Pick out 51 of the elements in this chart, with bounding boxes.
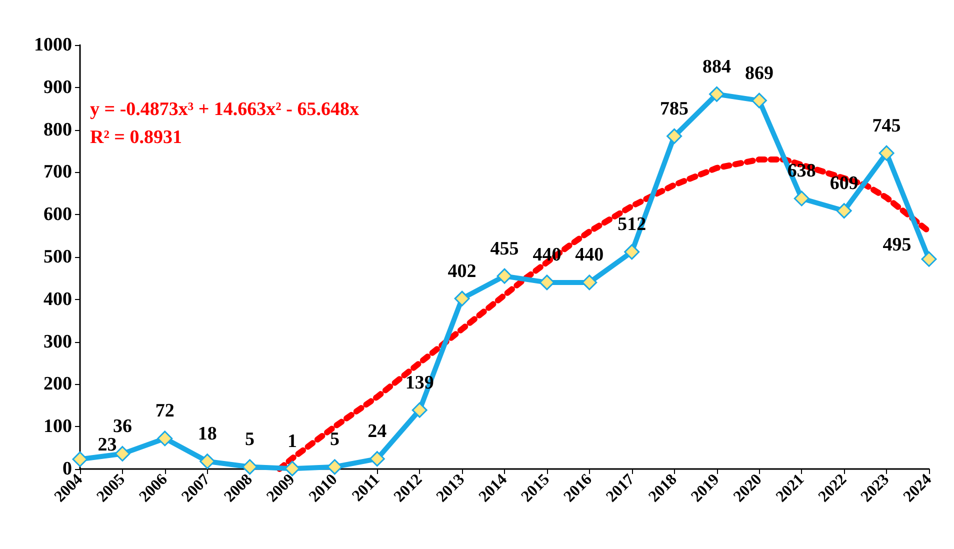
point	[921, 251, 937, 267]
data-label: 869	[744, 62, 774, 84]
y-tick-label: 100	[44, 416, 72, 438]
data-label: 745	[872, 115, 901, 136]
data-label: 402	[448, 260, 476, 282]
point	[114, 446, 130, 462]
point	[326, 459, 342, 475]
point	[624, 244, 640, 260]
point	[539, 274, 555, 290]
data-label: 23	[98, 434, 117, 456]
data-label: 24	[368, 421, 388, 442]
point	[369, 451, 385, 467]
y-tick-label: 900	[44, 76, 72, 98]
y-tick-label: 500	[44, 246, 72, 268]
point	[709, 86, 724, 102]
y-tick-label: 600	[44, 204, 72, 226]
annotation: R² = 0.8931	[90, 127, 182, 148]
annotation: y = -0.4873x³ + 14.663x² - 65.648x	[90, 99, 360, 120]
point	[582, 274, 598, 290]
point	[496, 268, 512, 284]
data-label: 785	[660, 98, 689, 120]
data-label: 440	[575, 244, 604, 266]
y-tick-label: 1000	[34, 34, 72, 56]
data-label: 1	[288, 430, 297, 452]
x-tick-label: 2011	[349, 470, 384, 505]
data-label: 36	[112, 416, 132, 437]
point	[284, 460, 300, 476]
data-label: 884	[702, 56, 732, 78]
point	[751, 92, 767, 108]
y-tick-label: 300	[44, 331, 72, 352]
data-label: 495	[882, 234, 912, 256]
y-tick-label: 200	[44, 374, 72, 395]
point	[242, 459, 258, 475]
y-tick-label: 400	[44, 288, 72, 310]
y-tick-label: 800	[44, 119, 72, 140]
point	[878, 145, 894, 161]
point	[157, 430, 173, 446]
y-tick-label: 700	[44, 162, 72, 183]
point	[72, 452, 88, 467]
y-tick-label: 0	[62, 458, 72, 480]
point	[666, 128, 682, 144]
point	[412, 402, 428, 418]
data-label: 72	[155, 400, 174, 422]
point	[836, 203, 852, 219]
data-label: 18	[198, 424, 217, 445]
data-label: 5	[330, 429, 340, 450]
point	[794, 190, 810, 206]
data-label: 5	[245, 429, 255, 450]
point	[200, 454, 216, 470]
data-label: 455	[490, 238, 519, 260]
point	[454, 290, 470, 306]
